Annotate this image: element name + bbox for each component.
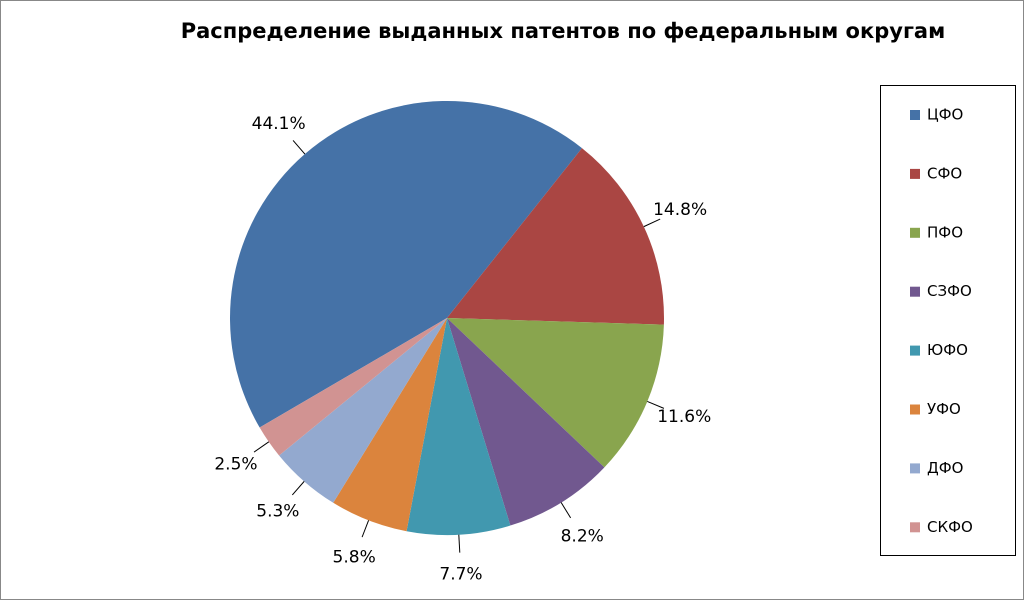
legend-swatch: [910, 110, 920, 120]
data-label: 7.7%: [439, 565, 482, 585]
leader-line: [291, 481, 305, 496]
leader-line: [458, 534, 461, 553]
leader-line: [643, 218, 661, 228]
legend-label: ЮФО: [927, 341, 968, 359]
legend-label: СЗФО: [927, 282, 972, 300]
legend-swatch: [910, 463, 920, 474]
pie-slice: [229, 100, 582, 428]
legend-box: [880, 85, 1016, 556]
legend-label: СКФО: [927, 518, 973, 536]
pie-slice: [447, 318, 664, 468]
chart-title: Распределение выданных патентов по федер…: [181, 19, 946, 43]
legend-label: ПФО: [927, 223, 963, 241]
data-label: 5.3%: [256, 501, 299, 521]
leader-line: [647, 401, 665, 409]
pie-slice: [279, 318, 447, 503]
legend-label: ДФО: [927, 459, 963, 477]
data-label: 14.8%: [653, 200, 707, 220]
data-label: 2.5%: [214, 455, 257, 475]
pie-slice: [406, 318, 511, 535]
pie-slice: [259, 318, 447, 456]
legend-swatch: [910, 286, 920, 297]
data-label: 11.6%: [657, 407, 711, 427]
legend-label: УФО: [927, 400, 961, 418]
leader-line: [560, 502, 572, 519]
pie-slice: [447, 148, 665, 325]
data-label: 44.1%: [252, 114, 306, 134]
leader-line: [253, 441, 270, 453]
legend-swatch: [910, 404, 920, 415]
legend-label: ЦФО: [927, 106, 963, 124]
leader-line: [361, 520, 370, 538]
pie-slice: [447, 318, 605, 526]
legend-label: СФО: [927, 164, 962, 182]
legend-swatch: [910, 168, 920, 179]
legend-swatch: [910, 522, 920, 533]
legend-swatch: [910, 345, 920, 356]
data-label: 5.8%: [333, 548, 376, 568]
data-label: 8.2%: [561, 527, 604, 547]
legend-swatch: [910, 227, 920, 238]
pie-slice: [333, 318, 447, 532]
leader-line: [292, 140, 306, 155]
